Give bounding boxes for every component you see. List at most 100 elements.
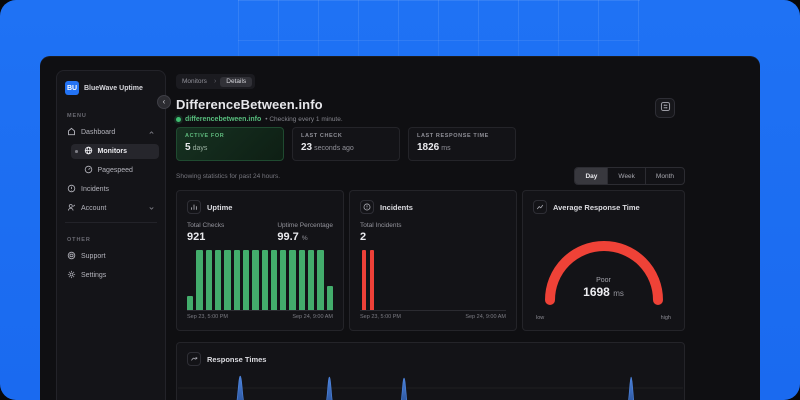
card-header: Uptime [187,200,333,214]
other-section-label: OTHER [67,237,91,243]
stat-unit: days [192,145,208,152]
chevron-up-icon [148,129,155,136]
incident-bar [370,250,374,310]
response-time-gauge [544,241,663,305]
stat-unit: seconds ago [314,145,354,152]
monitor-status-row: differencebetween.info • Checking every … [176,116,685,123]
stat-card-active-for: ACTIVE FOR 5 days [176,127,284,161]
response-times-card: Response Times [176,342,685,400]
breadcrumb-monitors[interactable]: Monitors [182,78,207,85]
incidents-metrics: Total Incidents 2 [360,222,506,243]
sidebar-item-account[interactable]: Account [63,201,159,216]
response-spike-path [236,375,635,400]
uptime-bar [205,250,212,310]
card-header: Incidents [360,200,506,214]
toggle-week[interactable]: Week [607,168,645,184]
stat-value: 5 days [185,142,208,153]
sidebar-item-settings[interactable]: Settings [63,268,159,283]
sidebar-item-label: Monitors [97,148,128,155]
user-icon [67,203,76,214]
card-title: Uptime [207,202,233,212]
status-dot-icon [176,117,181,122]
app-logo[interactable]: BU BlueWave Uptime [63,79,159,105]
incidents-axis: Sep 23, 5:00 PM Sep 24, 9:00 AM [360,314,506,320]
metric-total-checks: Total Checks 921 [187,222,225,243]
home-icon [67,127,76,138]
chevron-down-icon [148,205,155,212]
sidebar-item-incidents[interactable]: Incidents [63,182,159,197]
sidebar-item-label: Account [81,205,107,212]
axis-start: Sep 23, 5:00 PM [187,314,228,320]
breadcrumb: Monitors › Details [176,74,256,89]
alert-circle-icon [360,200,374,214]
sidebar-item-dashboard[interactable]: Dashboard [63,125,159,140]
uptime-bar [280,250,287,310]
stats-note-row: Showing statistics for past 24 hours. Da… [176,167,685,185]
configure-button[interactable] [655,98,675,118]
sidebar-divider [65,222,157,223]
sidebar-item-label: Dashboard [81,129,116,136]
bullet-spacer [75,169,78,172]
sidebar-item-label: Support [81,253,106,260]
app-window: BU BlueWave Uptime MENU Dashboard Monito… [40,56,760,400]
monitor-url-link[interactable]: differencebetween.info [185,116,262,123]
card-header: Average Response Time [533,200,674,214]
uptime-card: Uptime Total Checks 921 Uptime Percentag… [176,190,344,331]
page-title: DifferenceBetween.info [176,97,323,112]
sidebar-item-monitors[interactable]: Monitors [71,144,159,159]
uptime-bar [270,250,278,310]
response-times-svg [178,375,683,400]
sidebar-item-support[interactable]: Support [63,249,159,264]
breadcrumb-details[interactable]: Details [220,76,253,87]
gauge-low-label: low [536,315,545,321]
uptime-bar [252,250,259,310]
axis-end: Sep 24, 9:00 AM [292,314,333,320]
card-header: Response Times [187,352,674,366]
stats-note: Showing statistics for past 24 hours. [176,172,281,180]
gauge-value: 1698 [583,285,610,299]
sliders-icon [660,99,671,117]
globe-icon [84,146,93,157]
uptime-bar [289,250,296,310]
sidebar-item-label: Pagespeed [97,167,133,174]
logo-badge: BU [65,81,79,95]
menu-section-label: MENU [67,113,87,119]
uptime-bar [224,250,231,310]
gauge-readout: Poor 1698 ms [523,277,684,299]
speedometer-icon [84,165,93,176]
sidebar: BU BlueWave Uptime MENU Dashboard Monito… [56,70,166,400]
response-times-chart [178,375,683,400]
sidebar-collapse-button[interactable]: ‹ [157,95,171,109]
incidents-card: Incidents Total Incidents 2 Sep 23, 5:00… [349,190,517,331]
toggle-day[interactable]: Day [575,168,608,184]
breadcrumb-separator-icon: › [213,78,217,85]
stat-card-last-check: LAST CHECK 23 seconds ago [292,127,400,161]
gear-icon [67,270,76,281]
axis-start: Sep 23, 5:00 PM [360,314,401,320]
sidebar-item-label: Settings [81,272,107,279]
stat-unit: ms [441,145,451,152]
axis-end: Sep 24, 9:00 AM [465,314,506,320]
uptime-bar [298,250,306,310]
support-icon [67,251,76,262]
sidebar-item-pagespeed[interactable]: Pagespeed [71,163,159,178]
uptime-bar [242,250,250,310]
stat-cards-row: ACTIVE FOR 5 days LAST CHECK 23 seconds ag… [176,127,516,161]
gauge-rating: Poor [596,277,611,284]
uptime-bar [214,250,222,310]
average-response-time-card: Average Response Time Poor 1698 ms low h… [522,190,685,331]
uptime-axis: Sep 23, 5:00 PM Sep 24, 9:00 AM [187,314,333,320]
card-title: Incidents [380,202,413,212]
uptime-bar [326,286,333,310]
check-interval-note: • Checking every 1 minute. [265,116,343,123]
uptime-bar [196,250,203,310]
toggle-month[interactable]: Month [644,168,684,184]
incident-bar [362,250,366,310]
gauge-range-labels: low high [536,315,671,321]
sidebar-item-label: Incidents [81,186,110,193]
uptime-bar [187,295,194,310]
range-toggle: Day Week Month [574,167,685,185]
gauge-high-label: high [660,315,671,321]
stat-label: LAST CHECK [301,133,343,139]
